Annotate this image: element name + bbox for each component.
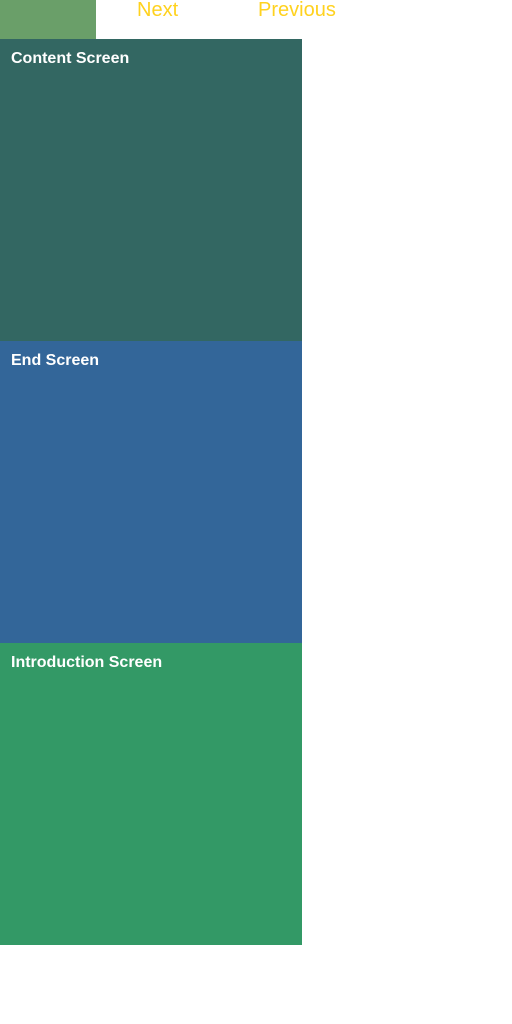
previous-button[interactable]: Previous	[258, 0, 336, 21]
introduction-screen-title: Introduction Screen	[11, 654, 163, 671]
end-screen-panel: End Screen	[0, 341, 302, 643]
next-button[interactable]: Next	[137, 0, 179, 21]
introduction-screen-panel: Introduction Screen	[0, 643, 302, 945]
content-screen-title: Content Screen	[11, 50, 130, 67]
top-color-block	[0, 0, 96, 39]
end-screen-title: End Screen	[11, 352, 100, 369]
content-screen-panel: Content Screen	[0, 39, 302, 341]
